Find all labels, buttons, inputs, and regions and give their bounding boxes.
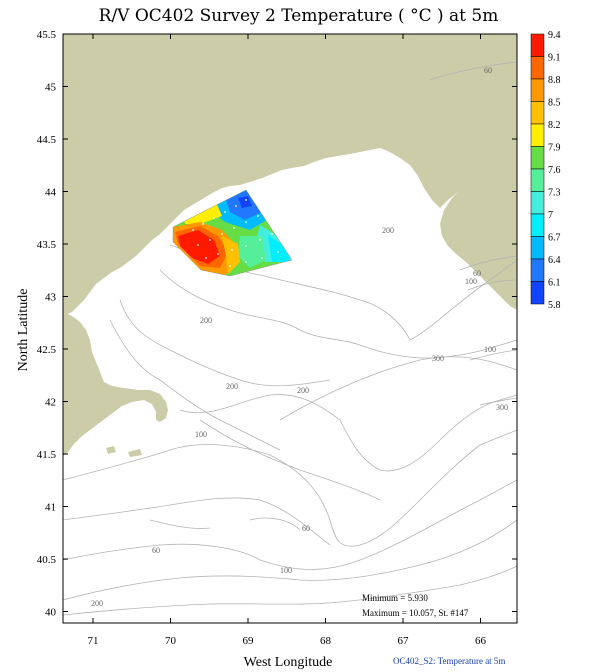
y-tick-label: 41.5 bbox=[37, 449, 57, 461]
land-islands bbox=[106, 446, 142, 457]
y-tick-label: 45.5 bbox=[37, 29, 57, 41]
y-tick-label: 43 bbox=[45, 292, 57, 304]
map-title: R/V OC402 Survey 2 Temperature ( °C ) at… bbox=[98, 6, 499, 26]
contour-label: 300 bbox=[432, 354, 444, 363]
contour-label: 100 bbox=[195, 430, 207, 439]
minimum-label: Minimum = 5.930 bbox=[362, 593, 428, 603]
station-markers bbox=[192, 199, 279, 267]
contour-label: 60 bbox=[302, 524, 310, 533]
y-tick-label: 43.5 bbox=[37, 239, 57, 251]
land-massachusetts bbox=[63, 312, 168, 456]
contour-label: 100 bbox=[484, 345, 496, 354]
contour-labels: 60 200 60 100 200 200 100 300 300 200 10… bbox=[91, 66, 508, 608]
colorbar-label: 7 bbox=[548, 210, 553, 221]
x-tick-label: 70 bbox=[165, 635, 177, 647]
footer-caption: OC402_S2: Temperature at 5m bbox=[393, 656, 506, 666]
land-maine bbox=[63, 34, 517, 316]
colorbar-label: 7.6 bbox=[548, 165, 561, 176]
contour-label: 100 bbox=[280, 566, 292, 575]
colorbar-label: 6.7 bbox=[548, 233, 561, 244]
y-axis-title: North Latitude bbox=[16, 289, 31, 372]
y-axis: 45.5 45 44.5 44 43.5 43 42.5 42 41.5 41 40.5 40 bbox=[37, 29, 517, 619]
contour-label: 60 bbox=[152, 546, 160, 555]
contour-label: 60 bbox=[484, 66, 492, 75]
y-tick-label: 42.5 bbox=[37, 344, 57, 356]
colorbar-swatch bbox=[530, 191, 545, 215]
colorbar-label: 8.5 bbox=[548, 98, 561, 109]
contour-label: 200 bbox=[297, 386, 309, 395]
y-tick-label: 40 bbox=[45, 607, 57, 619]
colorbar-swatch bbox=[530, 101, 545, 125]
colorbar-swatch bbox=[530, 168, 545, 192]
colorbar-label: 7.9 bbox=[548, 143, 561, 154]
y-tick-label: 42 bbox=[45, 397, 56, 409]
colorbar-label: 8.8 bbox=[548, 75, 561, 86]
colorbar-swatch bbox=[530, 281, 545, 305]
x-axis-title: West Longitude bbox=[244, 655, 333, 670]
x-tick-label: 66 bbox=[475, 635, 487, 647]
x-tick-label: 67 bbox=[398, 635, 410, 647]
y-tick-label: 41 bbox=[45, 502, 56, 514]
contour-label: 200 bbox=[382, 226, 394, 235]
contour-label: 200 bbox=[226, 382, 238, 391]
map-content: 60 200 60 100 200 200 100 300 300 200 10… bbox=[63, 34, 517, 618]
contour-label: 60 bbox=[473, 269, 481, 278]
contour-label: 300 bbox=[496, 403, 508, 412]
colorbar: 9.4 9.1 8.8 8.5 8.2 7.9 7.6 7.3 7 6.7 6.4 6.1 5.8 bbox=[530, 30, 561, 311]
colorbar-swatch bbox=[530, 78, 545, 102]
x-tick-label: 69 bbox=[243, 635, 255, 647]
x-tick-label: 68 bbox=[320, 635, 332, 647]
contour-label: 200 bbox=[91, 599, 103, 608]
colorbar-label: 5.8 bbox=[548, 300, 561, 311]
x-tick-label: 71 bbox=[88, 635, 99, 647]
maximum-label: Maximum = 10.057, St. #147 bbox=[362, 608, 469, 618]
y-tick-label: 40.5 bbox=[37, 554, 57, 566]
contour-label: 200 bbox=[200, 316, 212, 325]
colorbar-swatch bbox=[530, 33, 545, 57]
y-tick-label: 44 bbox=[45, 187, 57, 199]
colorbar-label: 6.4 bbox=[548, 255, 561, 266]
land-nova-scotia bbox=[440, 118, 517, 310]
colorbar-swatch bbox=[530, 123, 545, 147]
colorbar-swatch bbox=[530, 146, 545, 170]
colorbar-swatch bbox=[530, 213, 545, 237]
colorbar-swatch bbox=[530, 56, 545, 80]
colorbar-label: 9.4 bbox=[548, 30, 561, 41]
colorbar-swatch bbox=[530, 258, 545, 282]
y-tick-label: 45 bbox=[45, 82, 57, 94]
x-axis: 71 70 69 68 67 66 bbox=[88, 34, 487, 647]
map-frame bbox=[62, 33, 518, 624]
bathymetry-contours bbox=[63, 61, 517, 616]
contour-label: 100 bbox=[465, 277, 477, 286]
colorbar-label: 6.1 bbox=[548, 278, 561, 289]
colorbar-swatch bbox=[530, 236, 545, 260]
colorbar-label: 7.3 bbox=[548, 188, 561, 199]
colorbar-label: 9.1 bbox=[548, 53, 561, 64]
colorbar-label: 8.2 bbox=[548, 120, 561, 131]
y-tick-label: 44.5 bbox=[37, 134, 57, 146]
